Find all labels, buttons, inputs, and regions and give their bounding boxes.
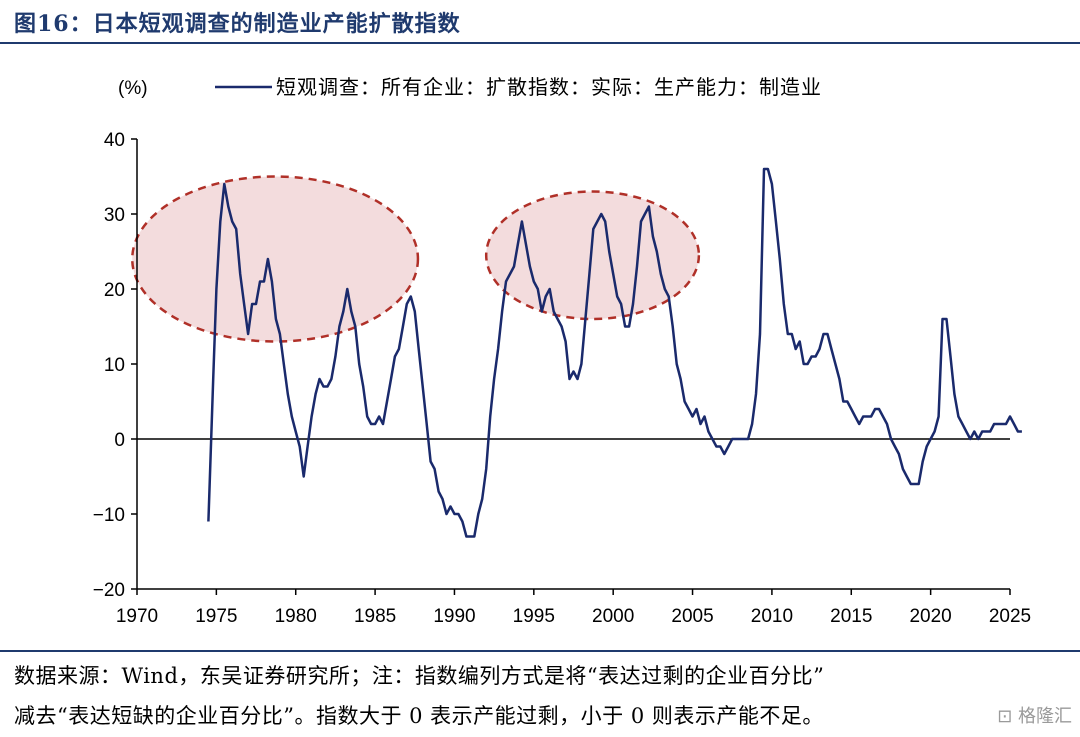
y-tick-label: −10 [93,505,125,526]
source-note-line-2: 减去“表达短缺的企业百分比”。指数大于 0 表示产能过剩，小于 0 则表示产能不… [14,704,824,728]
x-tick-label: 2005 [671,606,713,627]
highlight-ellipse-2 [484,190,701,321]
x-tick-label: 1980 [275,606,317,627]
x-tick-label: 1970 [116,606,158,627]
title-rule [0,42,1080,44]
x-tick-label: 1995 [513,606,555,627]
y-tick-label: 30 [104,205,125,226]
figure-title: 图16：日本短观调查的制造业产能扩散指数 [14,11,461,37]
y-tick-label: 0 [114,430,125,451]
x-tick-label: 2015 [830,606,872,627]
source-note-line-1: 数据来源：Wind，东吴证券研究所；注：指数编列方式是将“表达过剩的企业百分比” [14,664,825,688]
y-tick-label: 10 [104,355,125,376]
axes: −20 −10 0 10 20 30 40 1970 1975 1980 1985 1990 1995 2… [93,130,1031,627]
x-tick-label: 2025 [989,606,1031,627]
x-tick-label: 2000 [592,606,634,627]
y-tick-label: 40 [104,130,125,151]
x-tick-label: 2020 [909,606,951,627]
line-chart: −20 −10 0 10 20 30 40 1970 1975 1980 1985 1990 1995 2… [93,75,1031,627]
legend-label: 短观调查：所有企业：扩散指数：实际：生产能力：制造业 [276,75,822,99]
legend: 短观调查：所有企业：扩散指数：实际：生产能力：制造业 [215,75,822,99]
y-tick-label: 20 [104,280,125,301]
x-tick-label: 1990 [433,606,475,627]
x-tick-label: 2010 [751,606,793,627]
x-tick-label: 1985 [354,606,396,627]
x-tick-label: 1975 [195,606,237,627]
watermark-logo: ⊡ 格隆汇 [997,706,1072,727]
footer-rule [0,650,1080,652]
series-line-1 [207,167,1022,538]
y-tick-label: −20 [93,580,125,601]
y-axis-unit-label: (%) [118,78,148,99]
series-layer [207,167,1022,538]
